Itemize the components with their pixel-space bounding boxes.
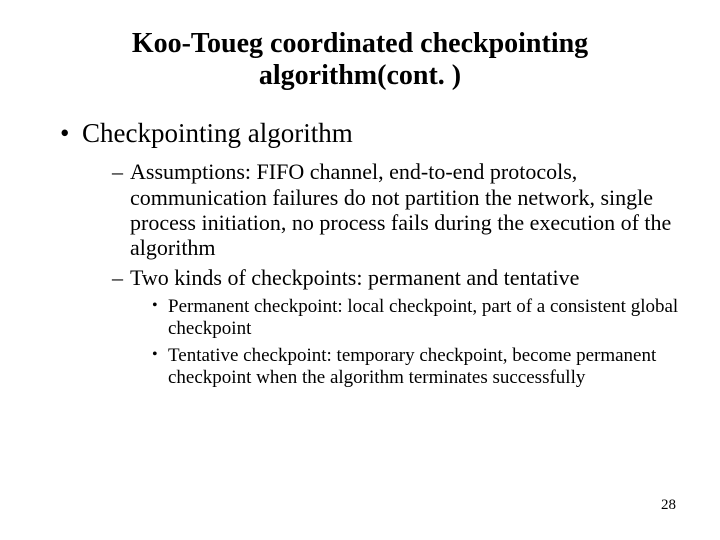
list-item: Two kinds of checkpoints: permanent and …: [112, 265, 684, 390]
title-line-2: algorithm(cont. ): [259, 60, 461, 91]
l3-text: Permanent checkpoint: local checkpoint, …: [168, 296, 678, 339]
bullet-list-level2: Assumptions: FIFO channel, end-to-end pr…: [82, 159, 684, 389]
title-line-1: Koo-Toueg coordinated checkpointing: [132, 28, 588, 59]
l1-text: Checkpointing algorithm: [82, 118, 353, 148]
list-item: Permanent checkpoint: local checkpoint, …: [152, 296, 684, 341]
list-item: Assumptions: FIFO channel, end-to-end pr…: [112, 159, 684, 260]
slide: Koo-Toueg coordinated checkpointing algo…: [0, 0, 720, 540]
bullet-list-level1: Checkpointing algorithm Assumptions: FIF…: [36, 118, 684, 389]
l2-text: Assumptions: FIFO channel, end-to-end pr…: [130, 159, 671, 260]
list-item: Tentative checkpoint: temporary checkpoi…: [152, 345, 684, 390]
bullet-list-level3: Permanent checkpoint: local checkpoint, …: [130, 296, 684, 390]
l2-text: Two kinds of checkpoints: permanent and …: [130, 265, 579, 290]
l3-text: Tentative checkpoint: temporary checkpoi…: [168, 345, 656, 388]
slide-title: Koo-Toueg coordinated checkpointing algo…: [36, 28, 684, 92]
page-number: 28: [661, 497, 676, 514]
list-item: Checkpointing algorithm Assumptions: FIF…: [60, 118, 684, 389]
